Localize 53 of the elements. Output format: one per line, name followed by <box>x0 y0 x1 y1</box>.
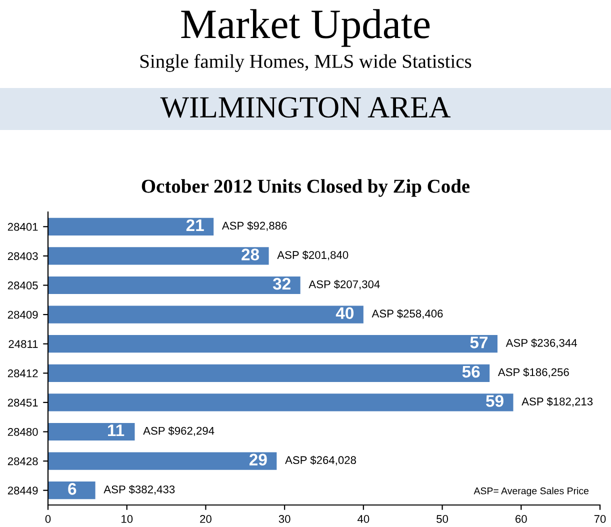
text: Market Update <box>181 9 430 47</box>
bar <box>48 422 135 441</box>
data-label: 57 <box>470 336 488 348</box>
data-label: 32 <box>272 278 290 290</box>
data-label: 40 <box>336 307 354 320</box>
x-tick-label: 70 <box>594 515 606 523</box>
annotation: ASP $264,028 <box>285 456 356 466</box>
annotation: ASP $201,840 <box>277 250 348 260</box>
annotation: ASP $382,433 <box>104 485 175 495</box>
text: Single family Homes, MLS wide Statistics <box>140 54 472 72</box>
x-tick-label: 30 <box>278 515 290 523</box>
data-label: 6 <box>68 483 76 495</box>
x-tick-label: 10 <box>122 515 133 523</box>
y-tick-label: 28428 <box>8 457 38 466</box>
y-tick-label: 28409 <box>8 310 38 319</box>
y-tick-label: 24811 <box>8 340 38 348</box>
y-tick-label: 28412 <box>8 369 38 378</box>
bar <box>48 218 214 236</box>
y-tick-label: 28449 <box>8 486 38 494</box>
bar <box>48 335 498 353</box>
bar <box>48 482 96 500</box>
annotation: ASP $207,304 <box>308 280 380 290</box>
bar <box>48 276 300 294</box>
bar <box>48 247 269 265</box>
annotation: ASP $236,344 <box>506 338 577 348</box>
bar <box>48 364 490 382</box>
data-label: 29 <box>249 454 267 466</box>
bar <box>48 306 364 324</box>
annotation: ASP= Average Sales Price <box>474 487 589 496</box>
x-tick-label: 0 <box>45 515 51 523</box>
x-tick-label: 20 <box>200 515 212 523</box>
annotation: ASP $258,406 <box>372 309 443 319</box>
data-label: 21 <box>186 219 204 231</box>
bar <box>48 394 514 412</box>
data-label: 56 <box>462 366 480 378</box>
y-tick-label: 28405 <box>8 282 38 290</box>
bar <box>48 452 277 470</box>
y-tick-label: 28401 <box>8 222 38 231</box>
data-label: 59 <box>486 395 504 407</box>
x-tick-label: 60 <box>516 515 527 523</box>
annotation: ASP $962,294 <box>143 426 214 436</box>
y-tick-label: 28451 <box>8 398 38 407</box>
chart-title: October 2012 Units Closed by Zip Code <box>142 179 470 197</box>
text: WILMINGTON AREA <box>160 97 451 118</box>
y-tick-label: 28403 <box>8 252 38 260</box>
data-label: 28 <box>242 248 260 260</box>
x-tick-label: 40 <box>358 515 370 523</box>
data-label: 11 <box>108 424 124 436</box>
x-tick-label: 50 <box>436 515 448 523</box>
annotation: ASP $182,213 <box>522 397 593 407</box>
annotation: ASP $186,256 <box>498 368 569 378</box>
annotation: ASP $92,886 <box>222 221 287 231</box>
y-tick-label: 28480 <box>8 428 38 436</box>
